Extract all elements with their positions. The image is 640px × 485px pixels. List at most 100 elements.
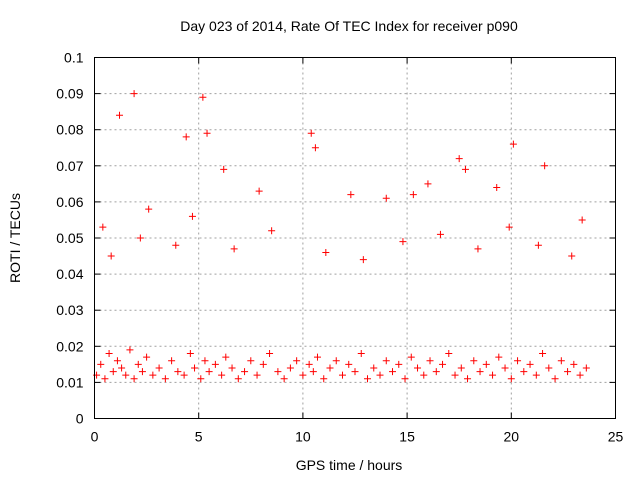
- data-point: [489, 371, 497, 379]
- data-point: [116, 111, 124, 119]
- data-point: [426, 357, 434, 365]
- data-point: [364, 375, 372, 383]
- data-point: [401, 375, 409, 383]
- y-tick-label: 0: [76, 411, 84, 427]
- data-point: [564, 368, 572, 376]
- data-point: [191, 364, 199, 372]
- data-point: [161, 375, 169, 383]
- data-point: [172, 241, 180, 249]
- data-point: [457, 364, 465, 372]
- x-tick-label: 5: [195, 429, 203, 445]
- data-point: [451, 371, 459, 379]
- data-point: [332, 357, 340, 365]
- axis-ticks: [94, 57, 616, 419]
- data-point: [293, 357, 301, 365]
- data-point: [389, 368, 397, 376]
- data-point: [424, 180, 432, 188]
- data-point: [351, 368, 359, 376]
- data-point: [501, 364, 509, 372]
- data-point: [130, 375, 138, 383]
- data-point: [320, 375, 328, 383]
- data-point: [505, 223, 513, 231]
- data-point: [326, 364, 334, 372]
- data-point: [545, 364, 553, 372]
- data-point: [309, 368, 317, 376]
- data-point: [305, 360, 313, 368]
- y-tick-label: 0.08: [56, 122, 83, 138]
- data-point: [407, 353, 415, 361]
- data-point: [188, 212, 196, 220]
- data-point: [203, 129, 211, 137]
- data-point: [568, 252, 576, 260]
- data-point: [507, 375, 515, 383]
- data-point: [376, 371, 384, 379]
- data-point: [143, 353, 151, 361]
- chart-title: Day 023 of 2014, Rate Of TEC Index for r…: [180, 18, 518, 34]
- data-point: [222, 353, 230, 361]
- data-point: [155, 364, 163, 372]
- y-tick-labels: 0 0.01 0.02 0.03 0.04 0.05 0.06 0.07 0.08 0.09 0.1: [56, 50, 83, 427]
- x-tick-label: 15: [399, 429, 415, 445]
- data-point: [130, 90, 138, 98]
- data-point: [414, 364, 422, 372]
- data-point: [359, 256, 367, 264]
- data-point: [105, 350, 113, 358]
- data-point: [145, 205, 153, 213]
- data-point: [395, 360, 403, 368]
- data-point: [113, 357, 121, 365]
- data-point: [211, 360, 219, 368]
- data-point: [474, 245, 482, 253]
- data-point: [455, 155, 463, 163]
- data-point: [445, 350, 453, 358]
- data-point: [347, 191, 355, 199]
- data-point: [253, 371, 261, 379]
- data-point: [464, 375, 472, 383]
- data-point: [266, 350, 274, 358]
- data-point: [338, 371, 346, 379]
- data-point: [551, 375, 559, 383]
- y-tick-label: 0.05: [56, 230, 83, 246]
- data-point: [541, 162, 549, 170]
- data-point: [578, 216, 586, 224]
- y-axis-label: ROTI / TECUs: [7, 193, 23, 283]
- data-point: [345, 360, 353, 368]
- x-tick-labels: 0 5 10 15 20 25: [91, 429, 624, 445]
- y-tick-label: 0.03: [56, 302, 83, 318]
- data-point: [118, 364, 126, 372]
- data-point: [241, 368, 249, 376]
- data-point: [322, 248, 330, 256]
- data-point: [280, 375, 288, 383]
- data-point: [495, 353, 503, 361]
- data-point: [199, 93, 207, 101]
- data-point: [186, 350, 194, 358]
- data-point: [482, 360, 490, 368]
- data-point: [268, 227, 276, 235]
- data-point: [534, 241, 542, 249]
- data-point: [576, 371, 584, 379]
- x-tick-label: 25: [608, 429, 624, 445]
- data-point: [138, 368, 146, 376]
- data-point: [197, 375, 205, 383]
- data-point: [570, 360, 578, 368]
- x-tick-label: 20: [504, 429, 520, 445]
- data-point: [247, 357, 255, 365]
- data-point: [307, 129, 315, 137]
- x-axis-label: GPS time / hours: [296, 457, 403, 473]
- grid: [94, 57, 616, 419]
- data-point: [136, 234, 144, 242]
- data-point: [109, 368, 117, 376]
- data-point: [557, 357, 565, 365]
- data-point: [218, 371, 226, 379]
- data-point: [299, 371, 307, 379]
- data-point: [149, 371, 157, 379]
- x-tick-label: 0: [91, 429, 99, 445]
- y-tick-label: 0.04: [56, 266, 83, 282]
- data-point: [493, 183, 501, 191]
- y-tick-label: 0.1: [64, 50, 84, 66]
- data-point: [255, 187, 263, 195]
- y-tick-label: 0.02: [56, 338, 83, 354]
- data-point: [514, 357, 522, 365]
- y-tick-label: 0.01: [56, 374, 83, 390]
